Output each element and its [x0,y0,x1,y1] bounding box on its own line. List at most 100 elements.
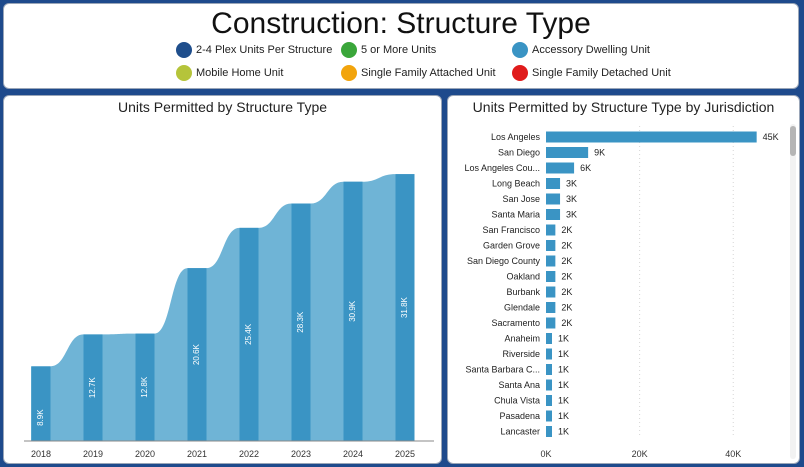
header-panel: Construction: Structure Type 2-4 Plex Un… [3,3,799,89]
category-label: Riverside [502,349,540,359]
category-label: San Jose [502,194,540,204]
category-label: Pasadena [499,411,540,421]
category-label: San Francisco [482,225,540,235]
legend-label: 5 or More Units [361,44,437,56]
bar-value-label: 9K [594,148,605,158]
bar-value-label: 1K [558,380,569,390]
category-label: Glendale [504,303,540,313]
legend-color-dot-icon [341,65,357,81]
category-label: Sacramento [491,318,540,328]
x-tick-label: 20K [632,449,648,459]
legend-label: Single Family Attached Unit [361,67,496,79]
legend-label: 2-4 Plex Units Per Structure [196,44,333,56]
bar-value-label: 2K [561,241,572,251]
x-tick-label: 0K [540,449,551,459]
legend-item[interactable]: Single Family Attached Unit [341,65,496,81]
hbar-Riverside[interactable] [546,348,552,360]
legend-item[interactable]: 2-4 Plex Units Per Structure [176,42,332,58]
hbar-San Diego County[interactable] [546,255,556,267]
hbar-Long Beach[interactable] [546,178,561,189]
bar-value-label: 1K [558,427,569,437]
hbar-Santa Maria[interactable] [546,209,561,220]
legend-item[interactable]: Single Family Detached Unit [512,65,671,81]
area-ribbon [31,174,415,441]
bar-2023[interactable] [291,203,311,441]
bar-value-label: 2K [561,303,572,313]
hbar-San Jose[interactable] [546,193,561,205]
x-tick-label: 2023 [291,449,311,459]
legend-item[interactable]: Mobile Home Unit [176,65,283,81]
category-label: Los Angeles Cou... [464,163,540,173]
category-label: Santa Ana [498,380,540,390]
hbar-Glendale[interactable] [546,302,556,313]
category-label: Anaheim [504,334,540,344]
category-label: San Diego [498,148,540,158]
bar-value-label: 2K [561,256,572,266]
bar-value-label: 20.6K [192,343,201,365]
bar-value-label: 30.9K [348,300,357,322]
bar-2018[interactable] [31,366,51,441]
scrollbar-track[interactable] [790,124,796,459]
bar-2024[interactable] [343,181,363,441]
legend-item[interactable]: 5 or More Units [341,42,436,58]
bar-value-label: 12.7K [88,377,97,399]
hbar-San Diego[interactable] [546,147,589,158]
bar-value-label: 3K [566,210,577,220]
bar-2022[interactable] [239,227,259,441]
category-label: San Diego County [467,256,541,266]
category-label: Los Angeles [491,132,541,142]
structure-type-chart-panel: Units Permitted by Structure Type 8.9K 20… [3,95,442,464]
structure-type-chart: 8.9K 2018 12.7K 2019 12.8K 2020 20.6K 2021 25.4K… [24,174,434,459]
legend-color-dot-icon [341,42,357,58]
x-tick-label: 2024 [343,449,363,459]
hbar-Sacramento[interactable] [546,317,556,329]
bar-value-label: 2K [561,272,572,282]
hbar-Oakland[interactable] [546,271,556,282]
bar-2019[interactable] [83,334,103,441]
category-label: Burbank [506,287,540,297]
category-label: Oakland [506,272,540,282]
legend-color-dot-icon [512,65,528,81]
x-tick-label: 2022 [239,449,259,459]
hbar-Chula Vista[interactable] [546,395,552,406]
x-tick-label: 2025 [395,449,415,459]
category-label: Chula Vista [494,396,540,406]
x-tick-label: 2020 [135,449,155,459]
hbar-Lancaster[interactable] [546,426,552,437]
legend-item[interactable]: Accessory Dwelling Unit [512,42,650,58]
bar-value-label: 1K [558,365,569,375]
bar-value-label: 1K [558,334,569,344]
x-tick-label: 40K [725,449,741,459]
bar-value-label: 2K [561,225,572,235]
hbar-Burbank[interactable] [546,286,556,298]
bar-value-label: 1K [558,396,569,406]
bar-value-label: 28.3K [296,311,305,333]
hbar-Santa Ana[interactable] [546,379,552,391]
hbar-Garden Grove[interactable] [546,240,556,251]
bar-value-label: 3K [566,179,577,189]
bar-value-label: 3K [566,194,577,204]
bar-2021[interactable] [187,268,207,441]
scrollbar-thumb[interactable] [790,126,796,156]
left-chart-title: Units Permitted by Structure Type [117,99,328,115]
bar-value-label: 1K [558,349,569,359]
x-tick-label: 2021 [187,449,207,459]
hbar-San Francisco[interactable] [546,224,556,236]
category-label: Santa Maria [491,210,540,220]
bar-value-label: 31.8K [400,296,409,318]
bar-2020[interactable] [135,333,155,441]
hbar-Anaheim[interactable] [546,333,552,344]
hbar-Pasadena[interactable] [546,410,552,422]
jurisdiction-chart-panel: Units Permitted by Structure Type by Jur… [447,95,800,464]
bar-value-label: 8.9K [36,409,45,426]
legend-color-dot-icon [512,42,528,58]
hbar-Los Angeles Cou...[interactable] [546,162,575,174]
hbar-Los Angeles[interactable] [546,131,757,143]
bar-2025[interactable] [395,174,415,441]
legend-color-dot-icon [176,42,192,58]
bar-value-label: 12.8K [140,376,149,398]
legend-label: Accessory Dwelling Unit [532,44,650,56]
right-chart-title: Units Permitted by Structure Type by Jur… [472,99,775,115]
bar-value-label: 6K [580,163,591,173]
hbar-Santa Barbara C...[interactable] [546,364,552,375]
